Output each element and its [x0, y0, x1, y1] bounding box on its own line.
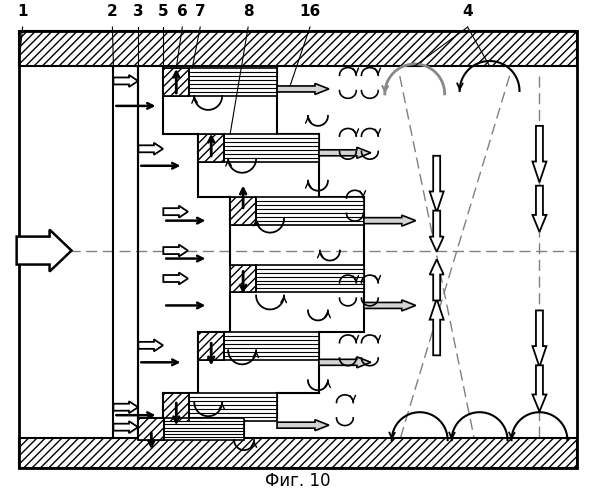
Bar	[18, 438, 578, 468]
Bar	[230, 196, 256, 224]
FancyArrow shape	[163, 244, 188, 256]
FancyArrow shape	[364, 215, 416, 226]
Text: 16: 16	[299, 4, 321, 19]
Text: 4: 4	[462, 4, 473, 19]
Bar	[138, 418, 164, 440]
Bar	[190, 68, 277, 96]
FancyArrow shape	[277, 84, 329, 94]
Bar	[230, 264, 256, 292]
Bar	[198, 134, 224, 162]
FancyArrow shape	[319, 148, 371, 158]
Bar	[163, 393, 190, 421]
Bar	[198, 134, 224, 162]
Bar	[190, 393, 277, 421]
FancyArrow shape	[532, 126, 547, 182]
Bar	[163, 393, 190, 421]
FancyArrow shape	[163, 272, 188, 284]
FancyArrow shape	[532, 310, 547, 367]
FancyArrow shape	[364, 300, 416, 311]
Text: 8: 8	[243, 4, 253, 19]
Bar	[256, 196, 364, 224]
FancyArrow shape	[430, 156, 443, 212]
Text: 1: 1	[17, 4, 28, 19]
Bar	[230, 196, 256, 224]
Bar	[138, 418, 164, 440]
FancyArrow shape	[113, 75, 138, 87]
Bar	[18, 31, 578, 66]
Text: Фиг. 10: Фиг. 10	[265, 472, 331, 490]
Bar	[230, 264, 256, 292]
Text: 2: 2	[107, 4, 118, 19]
FancyArrow shape	[113, 421, 138, 433]
Bar	[18, 31, 578, 468]
FancyArrow shape	[138, 340, 163, 351]
FancyArrow shape	[532, 186, 547, 232]
Bar	[164, 418, 244, 440]
Text: 5: 5	[158, 4, 169, 19]
Text: 6: 6	[177, 4, 188, 19]
Bar	[163, 68, 190, 96]
FancyArrow shape	[430, 299, 443, 356]
Bar	[224, 134, 319, 162]
Bar	[18, 31, 578, 66]
Bar	[163, 68, 190, 96]
FancyArrow shape	[532, 366, 547, 412]
Bar	[18, 438, 578, 468]
FancyArrow shape	[430, 260, 443, 300]
Text: 3: 3	[133, 4, 144, 19]
Bar	[198, 332, 224, 360]
FancyArrow shape	[319, 357, 371, 368]
FancyArrow shape	[163, 206, 188, 218]
FancyArrow shape	[17, 230, 72, 272]
Text: 7: 7	[195, 4, 206, 19]
Bar	[224, 332, 319, 360]
FancyArrow shape	[277, 420, 329, 430]
FancyArrow shape	[113, 401, 138, 413]
FancyArrow shape	[430, 210, 443, 252]
Bar	[256, 264, 364, 292]
Bar	[198, 332, 224, 360]
FancyArrow shape	[138, 143, 163, 155]
